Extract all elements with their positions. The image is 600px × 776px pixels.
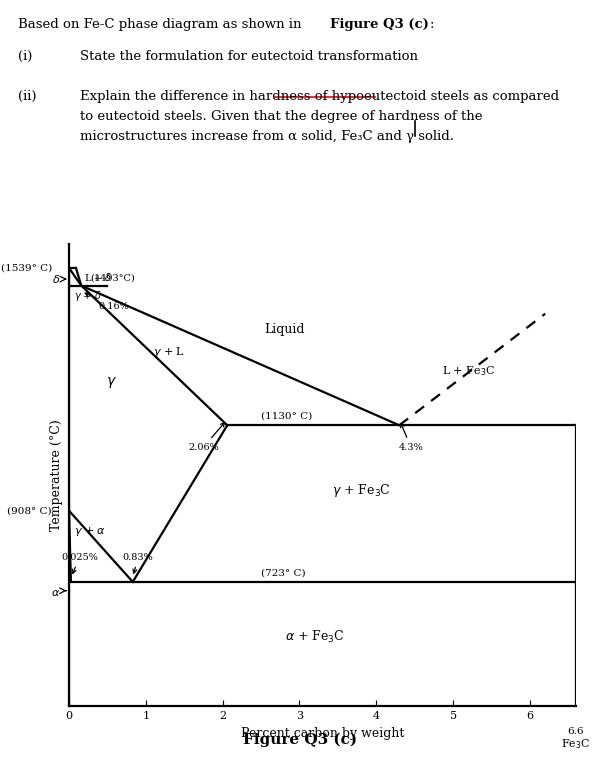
Y-axis label: Temperature (°C): Temperature (°C) bbox=[50, 419, 64, 532]
Text: State the formulation for eutectoid transformation: State the formulation for eutectoid tran… bbox=[80, 50, 418, 63]
Text: $\gamma$: $\gamma$ bbox=[106, 376, 116, 390]
Text: $\alpha$: $\alpha$ bbox=[50, 587, 60, 598]
Text: (723° C): (723° C) bbox=[261, 568, 305, 577]
Text: 4.3%: 4.3% bbox=[398, 424, 423, 452]
Text: Figure Q3 (c): Figure Q3 (c) bbox=[330, 18, 429, 31]
Text: Figure Q3 (c): Figure Q3 (c) bbox=[243, 733, 357, 747]
Text: 0.025%: 0.025% bbox=[61, 553, 98, 573]
Text: to eutectoid steels. Given that the degree of hardness of the: to eutectoid steels. Given that the degr… bbox=[80, 110, 482, 123]
Text: :: : bbox=[430, 18, 434, 31]
Text: $\delta$: $\delta$ bbox=[52, 273, 60, 285]
Text: 0.83%: 0.83% bbox=[123, 553, 154, 573]
Text: Fe$_3$C: Fe$_3$C bbox=[561, 737, 591, 750]
Text: (1130° C): (1130° C) bbox=[261, 411, 312, 421]
Text: Explain the difference in hardness of hypoeutectoid steels as compared: Explain the difference in hardness of hy… bbox=[80, 90, 559, 103]
X-axis label: Percent carbon by weight: Percent carbon by weight bbox=[241, 726, 404, 740]
Text: L + Fe$_3$C: L + Fe$_3$C bbox=[442, 365, 495, 379]
Text: $\alpha$ + Fe$_3$C: $\alpha$ + Fe$_3$C bbox=[285, 629, 344, 645]
Text: L + $\delta$: L + $\delta$ bbox=[85, 271, 113, 283]
Text: 6.6: 6.6 bbox=[568, 727, 584, 736]
Text: (1539° C): (1539° C) bbox=[1, 263, 52, 272]
Text: Liquid: Liquid bbox=[264, 323, 304, 335]
Text: 0.16%: 0.16% bbox=[85, 293, 129, 310]
Text: (i): (i) bbox=[18, 50, 32, 63]
Text: (1493°C): (1493°C) bbox=[91, 273, 135, 282]
Text: (ii): (ii) bbox=[18, 90, 37, 103]
Text: (908° C): (908° C) bbox=[7, 506, 52, 515]
Text: 2.06%: 2.06% bbox=[188, 423, 224, 452]
Text: microstructures increase from α solid, Fe₃C and γ solid.: microstructures increase from α solid, F… bbox=[80, 130, 454, 143]
Text: $\gamma$ + $\delta$: $\gamma$ + $\delta$ bbox=[74, 289, 101, 303]
Text: $\gamma$ + L: $\gamma$ + L bbox=[153, 345, 185, 359]
Text: Based on Fe-C phase diagram as shown in: Based on Fe-C phase diagram as shown in bbox=[18, 18, 306, 31]
Text: $\gamma$ + $\alpha$: $\gamma$ + $\alpha$ bbox=[74, 525, 107, 538]
Text: $\gamma$ + Fe$_3$C: $\gamma$ + Fe$_3$C bbox=[332, 482, 391, 499]
